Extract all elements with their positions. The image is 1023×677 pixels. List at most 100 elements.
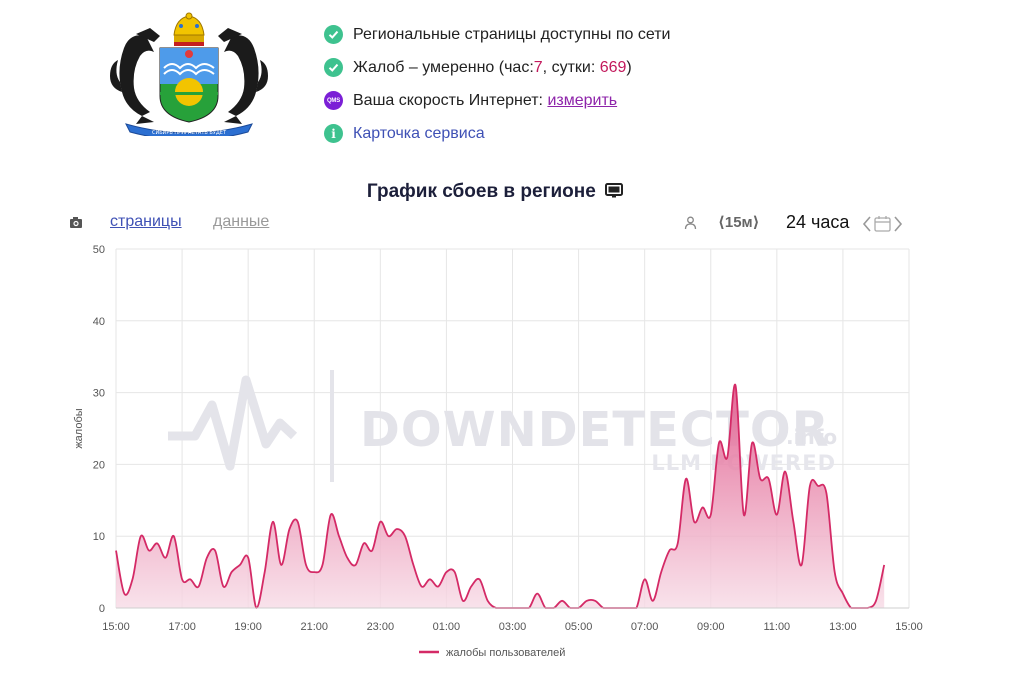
chevron-right-icon[interactable] xyxy=(894,216,903,232)
user-icon[interactable] xyxy=(684,216,697,235)
data-point xyxy=(344,555,350,561)
data-point xyxy=(675,540,681,546)
data-point xyxy=(551,605,557,611)
data-point xyxy=(204,555,210,561)
data-point xyxy=(543,605,549,611)
data-point xyxy=(625,605,631,611)
data-point xyxy=(642,576,648,582)
data-point xyxy=(287,526,293,532)
data-point xyxy=(328,512,334,518)
x-tick-label: 13:00 xyxy=(829,621,857,633)
data-point xyxy=(121,591,127,597)
data-point xyxy=(295,519,301,525)
tab-data[interactable]: данные xyxy=(213,213,270,230)
data-point xyxy=(237,562,243,568)
data-point xyxy=(146,548,152,554)
watermark-suffix: .info xyxy=(786,425,837,449)
data-point xyxy=(171,533,177,539)
status-pages-text: Региональные страницы доступны по сети xyxy=(353,25,671,43)
monitor-icon xyxy=(605,183,624,205)
data-point xyxy=(427,576,433,582)
data-point xyxy=(609,605,615,611)
y-tick-label: 0 xyxy=(99,603,105,615)
x-tick-label: 01:00 xyxy=(433,621,461,633)
data-point xyxy=(766,476,772,482)
data-point xyxy=(865,605,871,611)
data-point xyxy=(815,483,821,489)
data-point xyxy=(774,512,780,518)
data-point xyxy=(807,483,813,489)
data-point xyxy=(468,584,474,590)
data-point xyxy=(592,598,598,604)
status-speed: QMS Ваша скорость Интернет: измерить xyxy=(324,84,670,117)
data-point xyxy=(163,555,169,561)
ribbon-motto: СИБИРЬ ПРИРАСТАТЬ БУДЕТ xyxy=(152,130,227,136)
check-circle-icon xyxy=(324,58,343,77)
data-point xyxy=(881,562,887,568)
status-panel: Региональные страницы доступны по сети Ж… xyxy=(324,18,670,150)
data-point xyxy=(477,576,483,582)
data-point xyxy=(567,605,573,611)
x-tick-label: 15:00 xyxy=(102,621,130,633)
data-point xyxy=(196,584,202,590)
data-point xyxy=(584,598,590,604)
data-point xyxy=(856,605,862,611)
range-label[interactable]: 24 часа xyxy=(786,212,850,232)
date-nav xyxy=(861,215,907,238)
camera-icon[interactable] xyxy=(69,215,83,234)
data-point xyxy=(138,533,144,539)
chart-toolbar: страницы данные ⟨15м⟩ 24 часа xyxy=(0,212,1023,234)
data-point xyxy=(501,605,507,611)
data-point xyxy=(633,605,639,611)
x-tick-label: 19:00 xyxy=(234,621,262,633)
measure-speed-link[interactable]: измерить xyxy=(547,91,618,109)
chevron-left-icon[interactable] xyxy=(862,216,871,232)
series-area xyxy=(115,382,887,611)
data-point xyxy=(749,440,755,446)
data-point xyxy=(278,562,284,568)
x-tick-label: 23:00 xyxy=(367,621,395,633)
data-point xyxy=(154,540,160,546)
ribbon-icon xyxy=(125,123,253,136)
data-point xyxy=(832,569,838,575)
status-service-card: i Карточка сервиса xyxy=(324,117,670,150)
complaints-prefix: Жалоб – умеренно (час: xyxy=(353,58,534,76)
y-tick-label: 40 xyxy=(93,316,105,328)
data-point xyxy=(262,569,268,575)
data-point xyxy=(799,562,805,568)
data-point xyxy=(460,598,466,604)
x-tick-label: 17:00 xyxy=(168,621,196,633)
data-point xyxy=(485,598,491,604)
data-point xyxy=(840,591,846,597)
chart-axes: 0 10 20 30 40 50 15:00 17:00 19:00 21:00 23:00 01:0… xyxy=(73,244,923,633)
data-point xyxy=(386,533,392,539)
data-point xyxy=(733,382,739,388)
data-point xyxy=(757,476,763,482)
data-point xyxy=(666,548,672,554)
service-card-link[interactable]: Карточка сервиса xyxy=(353,124,485,142)
interval-selector[interactable]: ⟨15м⟩ xyxy=(718,214,760,231)
tab-pages[interactable]: страницы xyxy=(110,213,182,230)
data-point xyxy=(650,598,656,604)
calendar-icon[interactable] xyxy=(874,216,891,232)
data-point xyxy=(534,591,540,597)
data-point xyxy=(782,469,788,475)
data-point xyxy=(245,555,251,561)
x-tick-label: 21:00 xyxy=(300,621,328,633)
status-complaints: Жалоб – умеренно (час: 7 , сутки: 669 ) xyxy=(324,51,670,84)
chart-grid xyxy=(115,248,910,609)
data-point xyxy=(443,569,449,575)
watermark-pulse-icon xyxy=(168,375,298,471)
data-point xyxy=(187,576,193,582)
data-point xyxy=(336,533,342,539)
data-point xyxy=(493,605,499,611)
data-point xyxy=(377,519,383,525)
data-point xyxy=(617,605,623,611)
y-tick-label: 30 xyxy=(93,388,105,400)
data-point xyxy=(691,519,697,525)
chart-title-text: График сбоев в регионе xyxy=(366,181,596,202)
data-point xyxy=(320,562,326,568)
complaints-suffix: ) xyxy=(626,58,632,76)
check-circle-icon xyxy=(324,25,343,44)
data-point xyxy=(716,440,722,446)
